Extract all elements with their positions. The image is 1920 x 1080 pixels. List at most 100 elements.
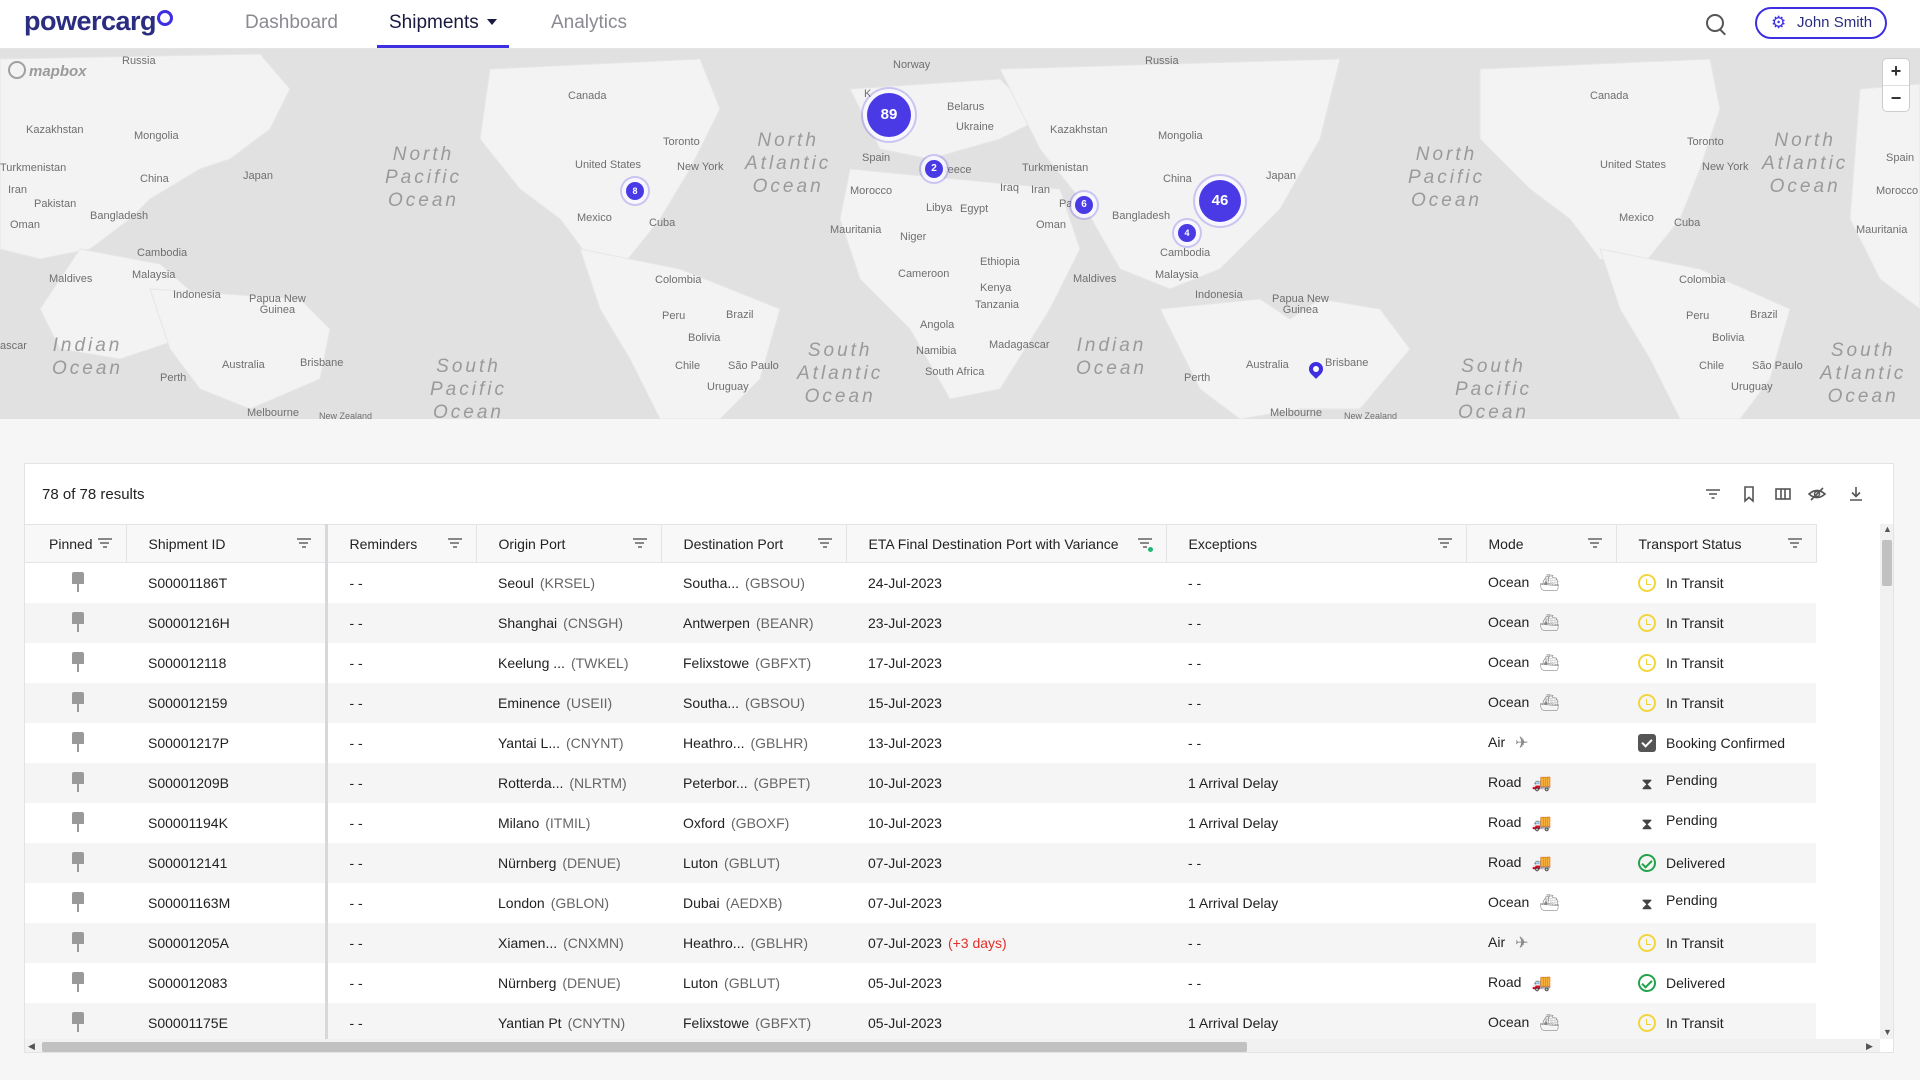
- pin-icon[interactable]: [71, 731, 85, 752]
- column-header-destination-port[interactable]: Destination Port: [661, 524, 847, 563]
- map-label: Brazil: [726, 309, 754, 321]
- shipment-id-cell[interactable]: S000012159: [126, 683, 328, 723]
- column-header-origin-port[interactable]: Origin Port: [476, 524, 662, 563]
- hide-icon[interactable]: [1807, 484, 1827, 504]
- shipment-id-cell[interactable]: S00001205A: [126, 923, 328, 963]
- shipment-id-cell[interactable]: S000012083: [126, 963, 328, 1003]
- map-label: Papua New Guinea: [249, 293, 306, 316]
- search-icon[interactable]: [1706, 14, 1724, 32]
- pin-icon[interactable]: [71, 891, 85, 912]
- nav-tab-analytics[interactable]: Analytics: [551, 12, 628, 33]
- pin-cell[interactable]: [25, 643, 126, 683]
- filter-icon[interactable]: [1703, 484, 1723, 504]
- map-cluster-marker[interactable]: 46: [1199, 180, 1241, 222]
- horizontal-scrollbar-thumb[interactable]: [42, 1042, 1247, 1052]
- table-row[interactable]: S00001216H - - Shanghai (CNSGH) Antwerpen (BE…: [25, 603, 1816, 643]
- pin-cell[interactable]: [25, 963, 126, 1003]
- pin-icon[interactable]: [71, 1011, 85, 1032]
- column-filter-icon[interactable]: [632, 538, 647, 548]
- vertical-scrollbar[interactable]: ▲ ▼: [1880, 524, 1893, 1039]
- shipments-map[interactable]: mapbox Russia Russia Norway Canada Canad…: [0, 49, 1920, 419]
- pin-icon[interactable]: [71, 931, 85, 952]
- pin-cell[interactable]: [25, 603, 126, 643]
- map-label: China: [1163, 173, 1192, 185]
- eta-cell: 23-Jul-2023: [846, 603, 1166, 643]
- column-filter-icon[interactable]: [447, 538, 462, 548]
- shipment-id-cell[interactable]: S00001186T: [126, 562, 328, 603]
- map-cluster-marker[interactable]: 8: [626, 182, 644, 200]
- pin-icon[interactable]: [71, 971, 85, 992]
- scroll-left-arrow-icon[interactable]: ◀: [28, 1041, 35, 1051]
- column-filter-icon[interactable]: [1787, 538, 1802, 548]
- pin-icon[interactable]: [71, 611, 85, 632]
- column-filter-icon[interactable]: [817, 538, 832, 548]
- table-row[interactable]: S000012159- - Eminence (USEII) Southa... (GB…: [25, 683, 1816, 723]
- zoom-out-button[interactable]: −: [1890, 88, 1902, 108]
- column-filter-icon[interactable]: [1587, 538, 1602, 548]
- pin-icon[interactable]: [71, 771, 85, 792]
- table-row[interactable]: S00001209B - - Rotterda... (NLRTM) Peterbor.…: [25, 763, 1816, 803]
- column-header-exceptions[interactable]: Exceptions: [1166, 524, 1467, 563]
- table-row[interactable]: S00001163M - - London (GBLON) Dubai (AEDXB) 07…: [25, 883, 1816, 923]
- nav-tab-dashboard[interactable]: Dashboard: [245, 12, 338, 33]
- shipment-id-cell[interactable]: S00001209B: [126, 763, 328, 803]
- column-header-reminders[interactable]: Reminders: [326, 524, 477, 563]
- download-icon[interactable]: [1846, 484, 1866, 504]
- pin-cell[interactable]: [25, 843, 126, 883]
- shipment-id-cell[interactable]: S000012141: [126, 843, 328, 883]
- table-row[interactable]: S000012141- - Nürnberg (DENUE) Luton (GBLUT)…: [25, 843, 1816, 883]
- nav-tab-shipments[interactable]: Shipments: [377, 0, 509, 48]
- columns-icon[interactable]: [1773, 484, 1793, 504]
- pin-cell[interactable]: [25, 723, 126, 763]
- pin-cell[interactable]: [25, 1003, 126, 1039]
- powercargo-logo[interactable]: powercarg: [24, 6, 174, 37]
- column-filter-icon[interactable]: [1437, 538, 1452, 548]
- map-cluster-marker[interactable]: 6: [1075, 196, 1093, 214]
- table-row[interactable]: S00001205A - - Xiamen... (CNXMN) Heathro...(…: [25, 923, 1816, 963]
- pin-icon[interactable]: [71, 851, 85, 872]
- column-header-shipment-id[interactable]: Shipment ID: [126, 524, 328, 563]
- map-cluster-marker[interactable]: 89: [867, 93, 911, 137]
- shipment-id-cell[interactable]: S00001175E: [126, 1003, 328, 1039]
- pin-cell[interactable]: [25, 803, 126, 843]
- column-filter-icon[interactable]: [296, 538, 311, 548]
- column-header-transport-status[interactable]: Transport Status: [1616, 524, 1817, 563]
- map-label: New York: [1702, 161, 1749, 173]
- shipment-id-cell[interactable]: S00001163M: [126, 883, 328, 923]
- table-row[interactable]: S00001194K - - Milano (ITMIL) Oxford (GBOXF) 1…: [25, 803, 1816, 843]
- scroll-right-arrow-icon[interactable]: ▶: [1866, 1041, 1873, 1051]
- shipment-id-cell[interactable]: S00001216H: [126, 603, 328, 643]
- table-row[interactable]: S00001217P - - Yantai L... (CNYNT) Heathro..…: [25, 723, 1816, 763]
- vertical-scrollbar-thumb[interactable]: [1882, 540, 1892, 586]
- pin-icon[interactable]: [71, 691, 85, 712]
- column-filter-active-icon[interactable]: [1137, 538, 1152, 548]
- shipment-id-cell[interactable]: S00001217P: [126, 723, 328, 763]
- mapbox-attribution[interactable]: mapbox: [8, 61, 87, 80]
- map-cluster-marker[interactable]: 4: [1178, 224, 1196, 242]
- column-header-pinned[interactable]: Pinned: [25, 524, 127, 563]
- table-row[interactable]: S00001175E - - Yantian Pt (CNYTN) Felixstowe…: [25, 1003, 1816, 1039]
- pin-cell[interactable]: [25, 763, 126, 803]
- pin-cell[interactable]: [25, 683, 126, 723]
- table-row[interactable]: S00001186T - - Seoul (KRSEL) Southa... (GBSOU…: [25, 562, 1816, 604]
- table-row[interactable]: S000012118 - - Keelung ... (TWKEL) Felixstow…: [25, 643, 1816, 683]
- table-row[interactable]: S000012083 - - Nürnberg (DENUE) Luton (GBLUT)…: [25, 963, 1816, 1003]
- column-header-eta[interactable]: ETA Final Destination Port with Variance: [846, 524, 1167, 563]
- column-filter-icon[interactable]: [97, 538, 112, 548]
- user-menu-button[interactable]: ⚙ John Smith: [1755, 7, 1887, 39]
- pin-icon[interactable]: [71, 651, 85, 672]
- scroll-down-arrow-icon[interactable]: ▼: [1883, 1027, 1892, 1037]
- horizontal-scrollbar[interactable]: ◀ ▶: [25, 1039, 1880, 1052]
- zoom-in-button[interactable]: +: [1883, 59, 1909, 86]
- pin-cell[interactable]: [25, 883, 126, 923]
- shipment-id-cell[interactable]: S00001194K: [126, 803, 328, 843]
- pin-icon[interactable]: [71, 811, 85, 832]
- scroll-up-arrow-icon[interactable]: ▲: [1883, 524, 1892, 534]
- shipment-id-cell[interactable]: S000012118: [126, 643, 328, 683]
- pin-cell[interactable]: [25, 563, 126, 604]
- pin-cell[interactable]: [25, 923, 126, 963]
- map-cluster-marker[interactable]: 2: [925, 160, 943, 178]
- column-header-mode[interactable]: Mode: [1466, 524, 1617, 563]
- bookmark-icon[interactable]: [1739, 484, 1759, 504]
- pin-icon[interactable]: [71, 571, 85, 592]
